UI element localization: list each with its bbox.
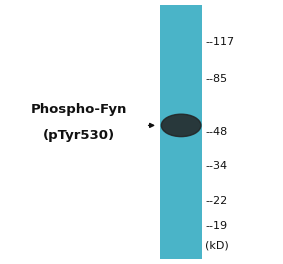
Text: Phospho-Fyn: Phospho-Fyn <box>31 103 127 116</box>
Ellipse shape <box>161 114 201 137</box>
Text: (kD): (kD) <box>205 241 229 251</box>
Text: --34: --34 <box>205 161 227 171</box>
Text: --85: --85 <box>205 74 227 84</box>
Text: --117: --117 <box>205 37 234 47</box>
Text: --22: --22 <box>205 196 228 206</box>
Bar <box>160 5 202 259</box>
Text: --48: --48 <box>205 127 228 137</box>
Text: --19: --19 <box>205 221 227 231</box>
Text: (pTyr530): (pTyr530) <box>43 129 115 143</box>
